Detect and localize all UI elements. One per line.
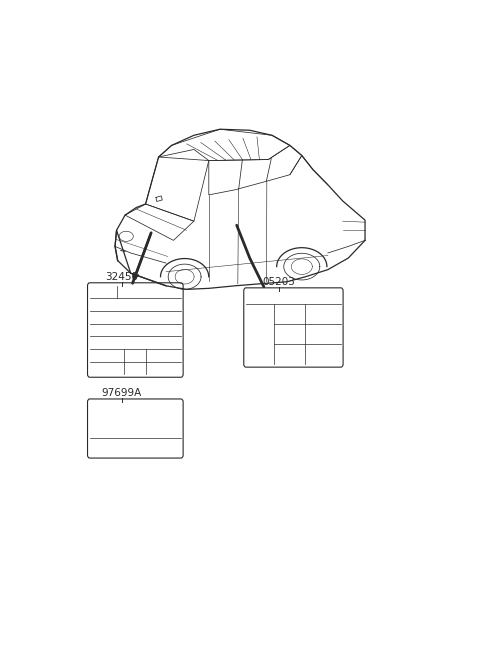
- Text: 05203: 05203: [263, 277, 296, 287]
- Text: 32450: 32450: [105, 272, 138, 282]
- Text: 97699A: 97699A: [102, 388, 142, 398]
